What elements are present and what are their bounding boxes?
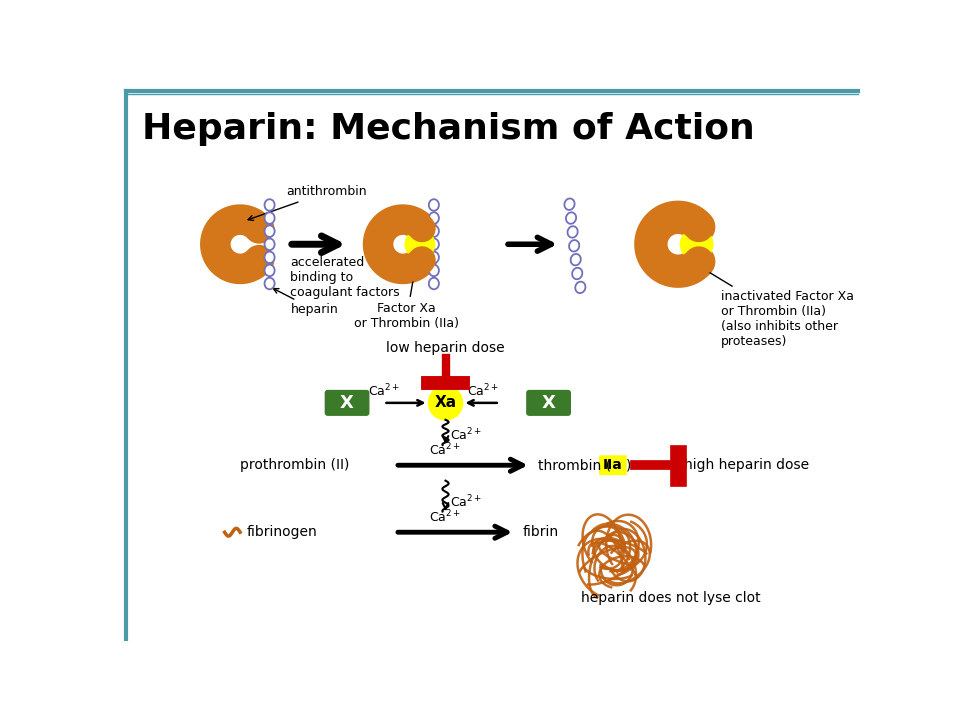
Text: heparin does not lyse clot: heparin does not lyse clot xyxy=(581,591,760,606)
Ellipse shape xyxy=(572,268,583,279)
Text: Factor Xa
or Thrombin (IIa): Factor Xa or Thrombin (IIa) xyxy=(354,255,459,330)
Ellipse shape xyxy=(575,282,586,293)
Text: Ca$^{2+}$: Ca$^{2+}$ xyxy=(429,441,462,458)
Text: low heparin dose: low heparin dose xyxy=(386,341,505,355)
Ellipse shape xyxy=(570,254,581,266)
Text: thrombin (: thrombin ( xyxy=(539,458,612,472)
Circle shape xyxy=(428,386,463,420)
Ellipse shape xyxy=(265,225,275,237)
Text: Heparin: Mechanism of Action: Heparin: Mechanism of Action xyxy=(142,112,755,145)
Ellipse shape xyxy=(265,212,275,224)
Ellipse shape xyxy=(429,199,439,211)
Ellipse shape xyxy=(681,228,713,261)
Text: Xa: Xa xyxy=(435,395,457,410)
Ellipse shape xyxy=(564,199,575,210)
Text: prothrombin (II): prothrombin (II) xyxy=(240,458,349,472)
Ellipse shape xyxy=(429,225,439,237)
Text: accelerated
binding to
coagulant factors: accelerated binding to coagulant factors xyxy=(291,256,400,299)
Ellipse shape xyxy=(566,212,576,224)
Ellipse shape xyxy=(265,238,275,250)
Ellipse shape xyxy=(569,240,579,251)
Text: X: X xyxy=(541,394,556,412)
Text: ): ) xyxy=(626,458,632,472)
FancyBboxPatch shape xyxy=(325,390,369,415)
Ellipse shape xyxy=(429,278,439,289)
Ellipse shape xyxy=(405,230,435,259)
Text: X: X xyxy=(340,394,354,412)
Text: inactivated Factor Xa
or Thrombin (IIa)
(also inhibits other
proteases): inactivated Factor Xa or Thrombin (IIa) … xyxy=(689,261,853,348)
Text: IIa: IIa xyxy=(603,458,623,472)
Text: Ca$^{2+}$: Ca$^{2+}$ xyxy=(368,382,400,399)
Text: Ca$^{2+}$: Ca$^{2+}$ xyxy=(450,427,482,444)
FancyBboxPatch shape xyxy=(527,390,570,415)
Text: fibrinogen: fibrinogen xyxy=(247,525,317,539)
Text: antithrombin: antithrombin xyxy=(248,185,368,220)
Ellipse shape xyxy=(567,226,578,238)
Ellipse shape xyxy=(265,199,275,211)
Text: high heparin dose: high heparin dose xyxy=(684,458,809,472)
Ellipse shape xyxy=(265,265,275,276)
Ellipse shape xyxy=(429,238,439,250)
Ellipse shape xyxy=(429,251,439,263)
FancyBboxPatch shape xyxy=(600,456,626,474)
Text: heparin: heparin xyxy=(274,289,338,316)
Text: Ca$^{2+}$: Ca$^{2+}$ xyxy=(468,382,499,399)
Ellipse shape xyxy=(265,251,275,263)
Text: Ca$^{2+}$: Ca$^{2+}$ xyxy=(429,508,462,525)
Ellipse shape xyxy=(429,265,439,276)
Text: Ca$^{2+}$: Ca$^{2+}$ xyxy=(450,494,482,510)
Ellipse shape xyxy=(265,278,275,289)
Ellipse shape xyxy=(429,212,439,224)
Text: fibrin: fibrin xyxy=(523,525,559,539)
